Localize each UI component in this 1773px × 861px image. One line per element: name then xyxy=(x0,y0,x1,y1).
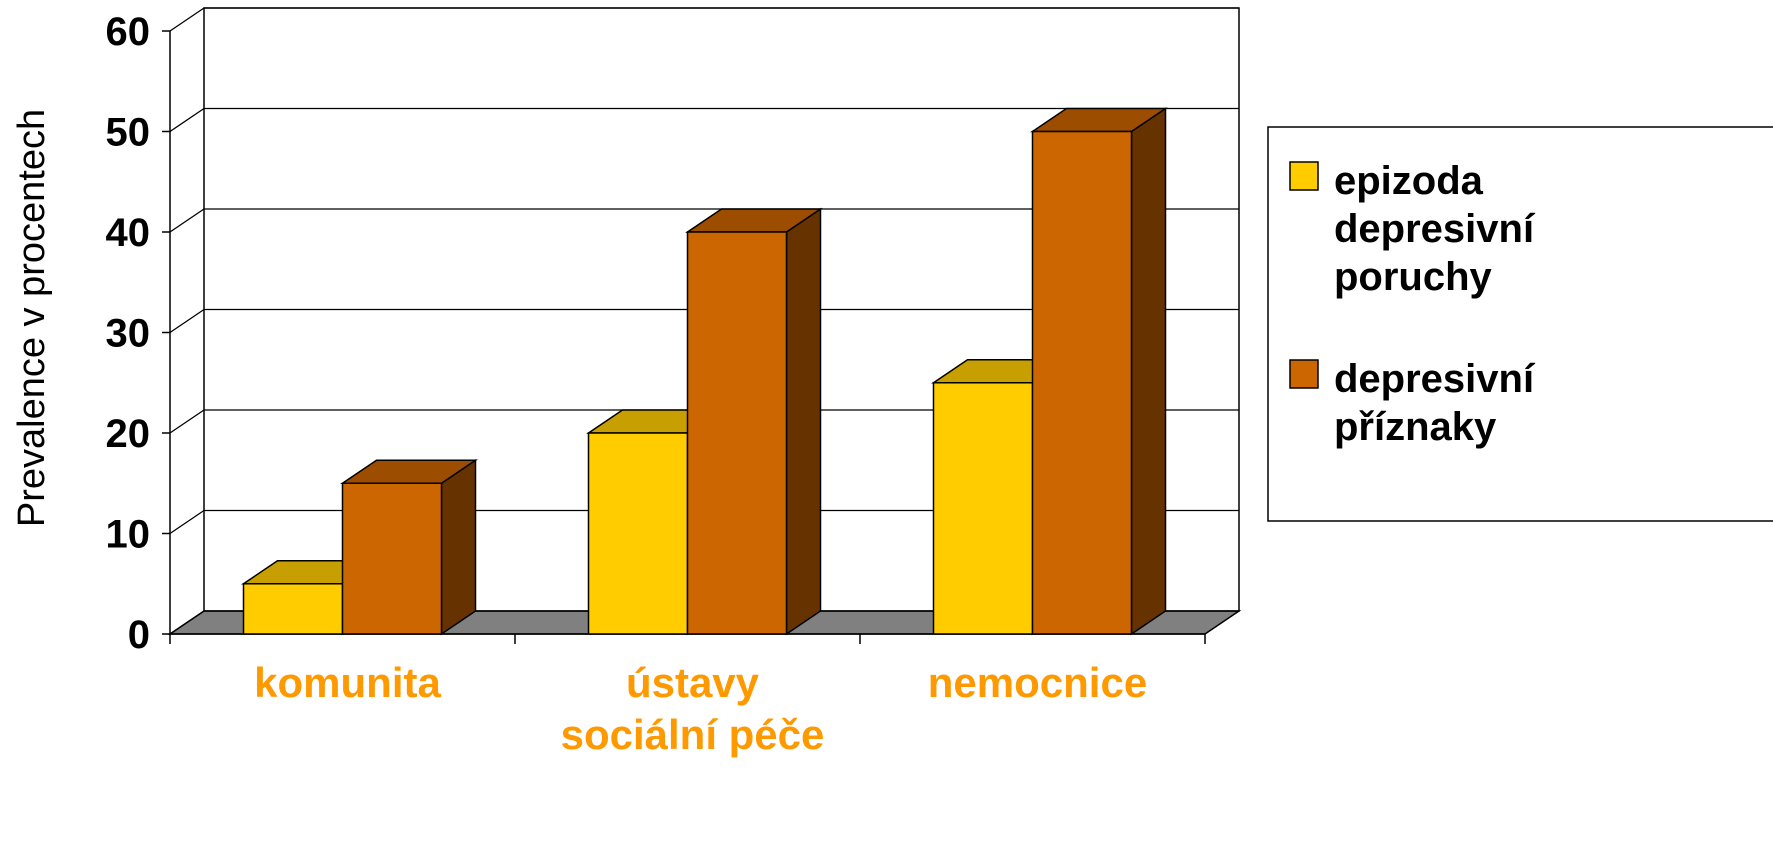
bar-side xyxy=(785,207,822,636)
legend-box xyxy=(1267,126,1773,522)
x-category-label-line: nemocnice xyxy=(928,659,1147,706)
side-wall-line xyxy=(169,409,205,434)
legend-swatch xyxy=(1289,359,1319,389)
side-wall-line xyxy=(169,7,205,32)
side-wall-line xyxy=(169,509,205,535)
legend-entry-line: epizoda xyxy=(1334,159,1484,203)
y-tick-label: 50 xyxy=(106,111,151,155)
bar-front xyxy=(341,482,443,635)
bar-front xyxy=(932,382,1034,635)
bar xyxy=(1030,107,1168,636)
y-tick-labels: 0 10 20 30 40 50 60 xyxy=(106,10,151,657)
legend-entry: depresivní příznaky xyxy=(1334,357,1536,449)
y-tick-label: 60 xyxy=(106,10,151,54)
x-category-label-line: ústavy xyxy=(626,659,760,706)
x-category-label: nemocnice xyxy=(928,659,1147,706)
x-category-label-line: sociální péče xyxy=(561,711,825,758)
y-tick-label: 0 xyxy=(128,613,150,657)
side-wall-line xyxy=(169,610,205,635)
chart-bars xyxy=(241,107,1168,636)
bar-front xyxy=(587,432,689,635)
bar-side xyxy=(440,458,477,636)
bar-front xyxy=(242,583,344,635)
bar xyxy=(685,207,823,636)
legend-entry-line: poruchy xyxy=(1334,255,1493,299)
bar-front xyxy=(686,231,788,635)
side-wall-line xyxy=(169,208,205,233)
bar-side xyxy=(1130,107,1167,636)
side-wall-line xyxy=(169,308,205,334)
y-tick-label: 20 xyxy=(106,412,151,456)
legend-entry-line: depresivní xyxy=(1334,207,1536,251)
y-tick-label: 30 xyxy=(106,312,151,356)
x-category-label: komunita xyxy=(254,659,441,706)
y-tick-label: 40 xyxy=(106,211,151,255)
y-axis-label: Prevalence v procentech xyxy=(11,109,53,527)
legend-entry-line: depresivní xyxy=(1334,357,1536,401)
legend-swatch xyxy=(1289,161,1319,191)
x-category-label-line: komunita xyxy=(254,659,441,706)
legend-entry-line: příznaky xyxy=(1334,405,1497,449)
side-wall-line xyxy=(169,107,205,133)
bar-front xyxy=(1031,130,1133,635)
x-category-label: ústavy sociální péče xyxy=(561,659,825,758)
y-tick-label: 10 xyxy=(106,513,151,557)
bar xyxy=(340,458,478,636)
x-category-labels: komunita ústavy sociální péče nemocnice xyxy=(254,659,1147,758)
legend-entry: epizoda depresivní poruchy xyxy=(1334,159,1536,299)
